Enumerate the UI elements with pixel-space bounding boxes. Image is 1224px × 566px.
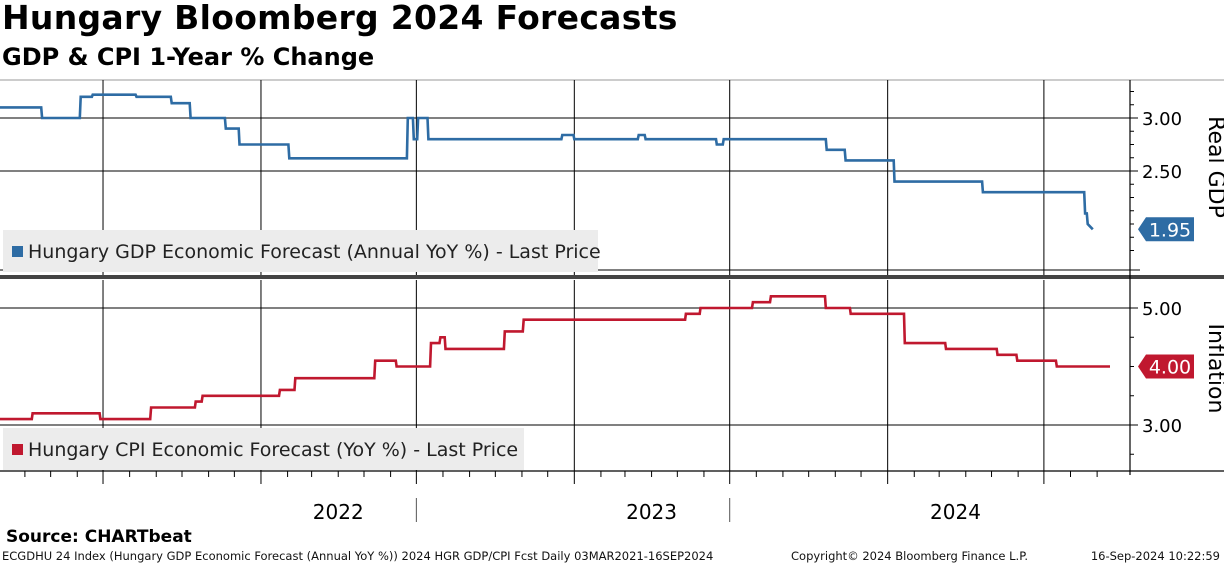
last-value-tag <box>1138 354 1194 379</box>
legend-box <box>3 428 524 470</box>
x-tick-label: 2024 <box>930 500 981 524</box>
chart-title: Hungary Bloomberg 2024 Forecasts <box>2 0 678 37</box>
y-tick-label: 5.00 <box>1142 299 1182 320</box>
footer-copyright: Copyright© 2024 Bloomberg Finance L.P. <box>791 549 1028 563</box>
last-value-label: 4.00 <box>1149 357 1191 379</box>
y-tick-label: 2.50 <box>1142 162 1182 183</box>
legend-box <box>3 230 598 272</box>
last-value-tag <box>1138 217 1194 242</box>
footer-description: ECGDHU 24 Index (Hungary GDP Economic Fo… <box>2 549 714 563</box>
y-tick-label: 3.00 <box>1142 416 1182 437</box>
legend-label: Hungary CPI Economic Forecast (YoY %) - … <box>28 439 518 461</box>
last-value-label: 1.95 <box>1149 219 1191 241</box>
footer-timestamp: 16-Sep-2024 10:22:59 <box>1090 549 1220 563</box>
series-line <box>0 93 1094 231</box>
series-line <box>0 295 1110 421</box>
legend-swatch <box>12 444 23 455</box>
legend-swatch <box>12 246 23 257</box>
y-axis-label: Real GDP <box>1203 116 1224 218</box>
y-axis-label: Inflation <box>1203 324 1224 414</box>
x-tick-label: 2023 <box>626 500 677 524</box>
y-tick-label: 3.00 <box>1142 109 1182 130</box>
x-tick-label: 2022 <box>313 500 364 524</box>
legend-label: Hungary GDP Economic Forecast (Annual Yo… <box>28 241 601 263</box>
source-note: Source: CHARTbeat <box>6 527 192 547</box>
chart-subtitle: GDP & CPI 1-Year % Change <box>2 43 375 71</box>
